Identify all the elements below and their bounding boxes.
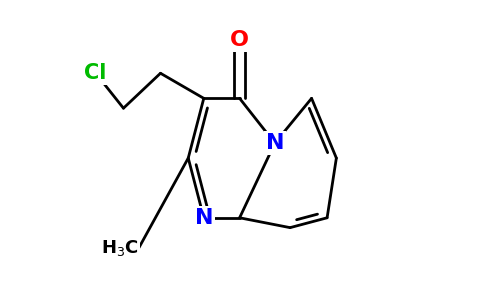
Text: N: N — [195, 208, 213, 228]
Text: Cl: Cl — [85, 63, 107, 83]
Text: N: N — [266, 133, 284, 153]
Text: H$_3$C: H$_3$C — [101, 238, 139, 258]
Text: O: O — [230, 30, 249, 50]
